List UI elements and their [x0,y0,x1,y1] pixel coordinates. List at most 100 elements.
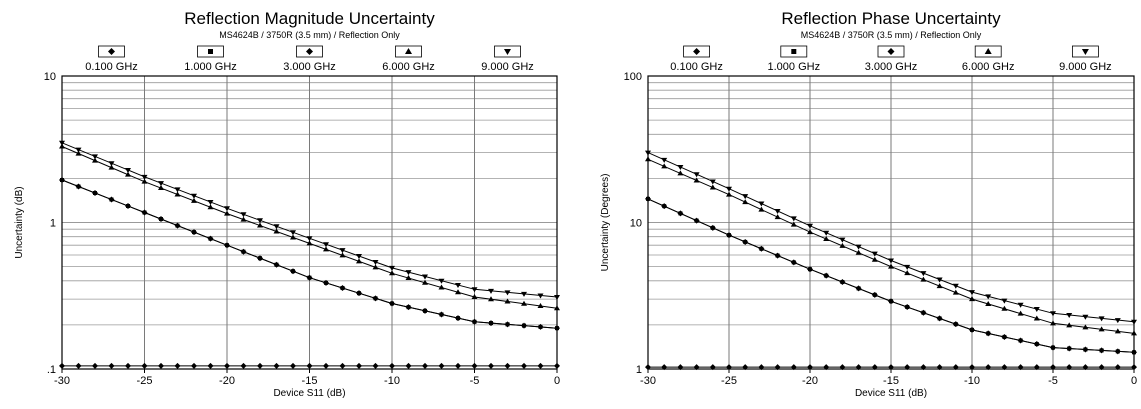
data-point [108,161,115,167]
data-point [141,174,148,180]
data-point [1017,302,1024,308]
data-point [306,362,313,369]
x-tick-label: -5 [1048,375,1058,387]
data-point [257,362,263,369]
legend-label: 1.000 GHz [768,61,821,73]
data-point [726,232,732,239]
data-point [125,203,131,210]
data-point [521,300,527,306]
data-point [871,291,878,298]
data-point [1017,310,1024,316]
data-point [726,364,732,371]
series-0 [59,362,560,369]
data-point [952,364,959,371]
data-point [290,234,296,240]
data-point [306,274,313,281]
data-point [969,290,975,296]
data-point [75,183,82,190]
data-point [871,256,878,262]
data-point [904,303,911,310]
data-point [709,184,716,190]
data-point [1001,364,1008,371]
data-point [158,185,164,191]
data-point [455,289,461,295]
data-point [438,278,445,284]
data-point [871,364,878,371]
data-point [969,364,975,371]
data-point [1131,364,1137,371]
data-point [125,171,131,177]
data-point [257,255,263,262]
data-point [1033,315,1040,321]
data-point [504,321,511,328]
data-point [661,364,668,371]
data-point [92,154,98,160]
data-point [1131,330,1137,336]
data-point [174,187,181,193]
legend-entry: 1.000 GHz [184,45,237,73]
legend-label: 3.000 GHz [283,61,336,73]
chart-subtitle: MS4624B / 3750R (3.5 mm) / Reflection On… [801,30,982,40]
data-point [191,197,197,203]
data-point [141,362,148,369]
x-tick-label: 0 [1131,375,1137,387]
x-tick-label: -20 [802,375,818,387]
data-point [742,364,749,371]
data-point [125,168,131,174]
data-point [174,191,181,197]
data-point [985,330,992,337]
data-point [488,320,494,327]
y-tick-label: 10 [630,218,642,230]
x-axis-label: Device S11 (dB) [855,388,927,399]
data-point [1082,364,1089,371]
data-point [422,279,428,285]
data-point [790,221,797,227]
data-point [75,147,82,153]
data-point [438,311,445,318]
x-tick-label: -30 [54,375,70,387]
data-point [1098,364,1105,371]
data-point [174,362,181,369]
data-point [554,305,560,311]
data-point [438,362,445,369]
data-point [141,209,148,216]
y-axis-label: Uncertainty (dB) [14,186,25,258]
data-point [1066,345,1073,352]
data-point [839,279,846,286]
data-point [904,270,911,276]
legend-label: 0.100 GHz [85,61,138,73]
data-point [823,235,830,241]
data-point [888,258,894,264]
data-point [920,276,927,282]
data-point [855,244,862,250]
data-point [1082,314,1089,320]
data-point [1098,316,1105,322]
data-point [1050,364,1056,371]
data-point [240,216,247,222]
data-point [554,295,560,301]
data-point [726,186,732,192]
data-point [790,259,797,266]
data-point [191,193,197,199]
data-point [554,325,560,332]
data-point [488,362,494,369]
chart-title: Reflection Magnitude Uncertainty [184,9,435,28]
data-point [807,266,813,273]
data-point [158,216,164,223]
data-point [677,170,684,176]
data-point [1017,364,1024,371]
data-point [191,229,197,236]
legend-entry: 9.000 GHz [481,45,534,73]
legend-label: 3.000 GHz [865,61,918,73]
data-point [985,294,992,300]
data-point [224,362,230,369]
data-point [488,288,494,294]
data-point [661,163,668,169]
phase-uncertainty-chart: Reflection Phase Uncertainty MS4624B / 37… [600,9,1137,399]
data-point [273,224,280,230]
data-point [839,237,846,243]
data-point [985,364,992,371]
data-point [936,277,943,283]
data-point [823,364,830,371]
data-point [855,285,862,292]
